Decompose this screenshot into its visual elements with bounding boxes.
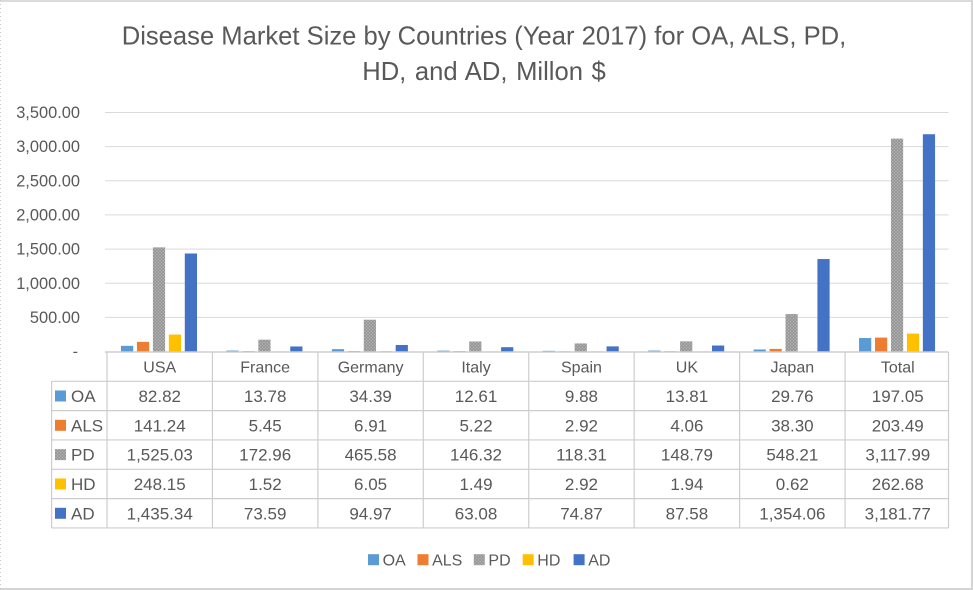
svg-text:6.91: 6.91 — [354, 416, 387, 435]
svg-text:197.05: 197.05 — [872, 387, 924, 406]
svg-text:2,000.00: 2,000.00 — [16, 207, 80, 225]
svg-text:34.39: 34.39 — [349, 387, 392, 406]
svg-text:1.94: 1.94 — [670, 475, 703, 494]
svg-text:PD: PD — [71, 446, 95, 465]
svg-text:1,525.03: 1,525.03 — [127, 446, 193, 465]
svg-text:OA: OA — [71, 387, 96, 406]
svg-text:ALS: ALS — [71, 416, 103, 435]
svg-text:5.45: 5.45 — [249, 416, 282, 435]
svg-text:465.58: 465.58 — [345, 446, 397, 465]
svg-text:1.49: 1.49 — [459, 475, 492, 494]
svg-text:262.68: 262.68 — [872, 475, 924, 494]
svg-text:141.24: 141.24 — [134, 416, 186, 435]
svg-text:13.78: 13.78 — [244, 387, 287, 406]
svg-text:1,500.00: 1,500.00 — [16, 241, 80, 259]
svg-text:203.49: 203.49 — [872, 416, 924, 435]
svg-text:Total: Total — [881, 359, 915, 376]
svg-text:3,117.99: 3,117.99 — [865, 446, 930, 465]
svg-text:148.79: 148.79 — [661, 446, 713, 465]
svg-text:PD: PD — [488, 552, 510, 569]
svg-text:118.31: 118.31 — [556, 446, 607, 465]
svg-text:172.96: 172.96 — [239, 446, 291, 465]
svg-text:38.30: 38.30 — [771, 416, 814, 435]
svg-text:248.15: 248.15 — [134, 475, 186, 494]
svg-text:2.92: 2.92 — [565, 475, 598, 494]
svg-text:USA: USA — [143, 359, 176, 376]
svg-text:HD: HD — [71, 475, 96, 494]
svg-text:AD: AD — [588, 552, 610, 569]
svg-text:63.08: 63.08 — [455, 504, 498, 523]
svg-text:HD, and AD, Millon $: HD, and AD, Millon $ — [362, 58, 606, 86]
svg-text:9.88: 9.88 — [565, 387, 598, 406]
svg-text:146.32: 146.32 — [450, 446, 502, 465]
svg-text:87.58: 87.58 — [666, 504, 709, 523]
svg-text:74.87: 74.87 — [560, 504, 603, 523]
svg-text:1,354.06: 1,354.06 — [759, 504, 825, 523]
svg-text:4.06: 4.06 — [670, 416, 703, 435]
svg-text:1,000.00: 1,000.00 — [16, 275, 80, 293]
svg-text:Italy: Italy — [461, 359, 490, 376]
svg-text:73.59: 73.59 — [244, 504, 287, 523]
svg-text:ALS: ALS — [432, 552, 462, 569]
svg-text:France: France — [240, 359, 290, 376]
svg-text:82.82: 82.82 — [138, 387, 181, 406]
svg-text:1.52: 1.52 — [249, 475, 282, 494]
svg-text:2.92: 2.92 — [565, 416, 598, 435]
svg-text:HD: HD — [537, 552, 560, 569]
svg-text:Germany: Germany — [338, 359, 404, 376]
svg-text:5.22: 5.22 — [459, 416, 492, 435]
svg-text:0.62: 0.62 — [776, 475, 809, 494]
svg-text:3,500.00: 3,500.00 — [16, 104, 80, 122]
svg-text:Japan: Japan — [771, 359, 815, 376]
svg-text:1,435.34: 1,435.34 — [127, 504, 193, 523]
svg-text:2,500.00: 2,500.00 — [16, 172, 80, 190]
svg-text:548.21: 548.21 — [766, 446, 818, 465]
svg-text:13.81: 13.81 — [666, 387, 709, 406]
svg-text:94.97: 94.97 — [349, 504, 392, 523]
svg-text:-: - — [73, 344, 78, 361]
svg-text:OA: OA — [383, 552, 406, 569]
svg-text:3,000.00: 3,000.00 — [16, 138, 80, 156]
svg-text:12.61: 12.61 — [455, 387, 498, 406]
svg-text:AD: AD — [71, 504, 95, 523]
svg-text:Spain: Spain — [561, 359, 602, 376]
svg-text:Disease Market Size by Countri: Disease Market Size by Countries (Year 2… — [122, 23, 847, 51]
svg-text:UK: UK — [676, 359, 699, 376]
svg-text:29.76: 29.76 — [771, 387, 814, 406]
svg-text:6.05: 6.05 — [354, 475, 387, 494]
svg-text:500.00: 500.00 — [30, 309, 80, 327]
svg-text:3,181.77: 3,181.77 — [865, 504, 931, 523]
